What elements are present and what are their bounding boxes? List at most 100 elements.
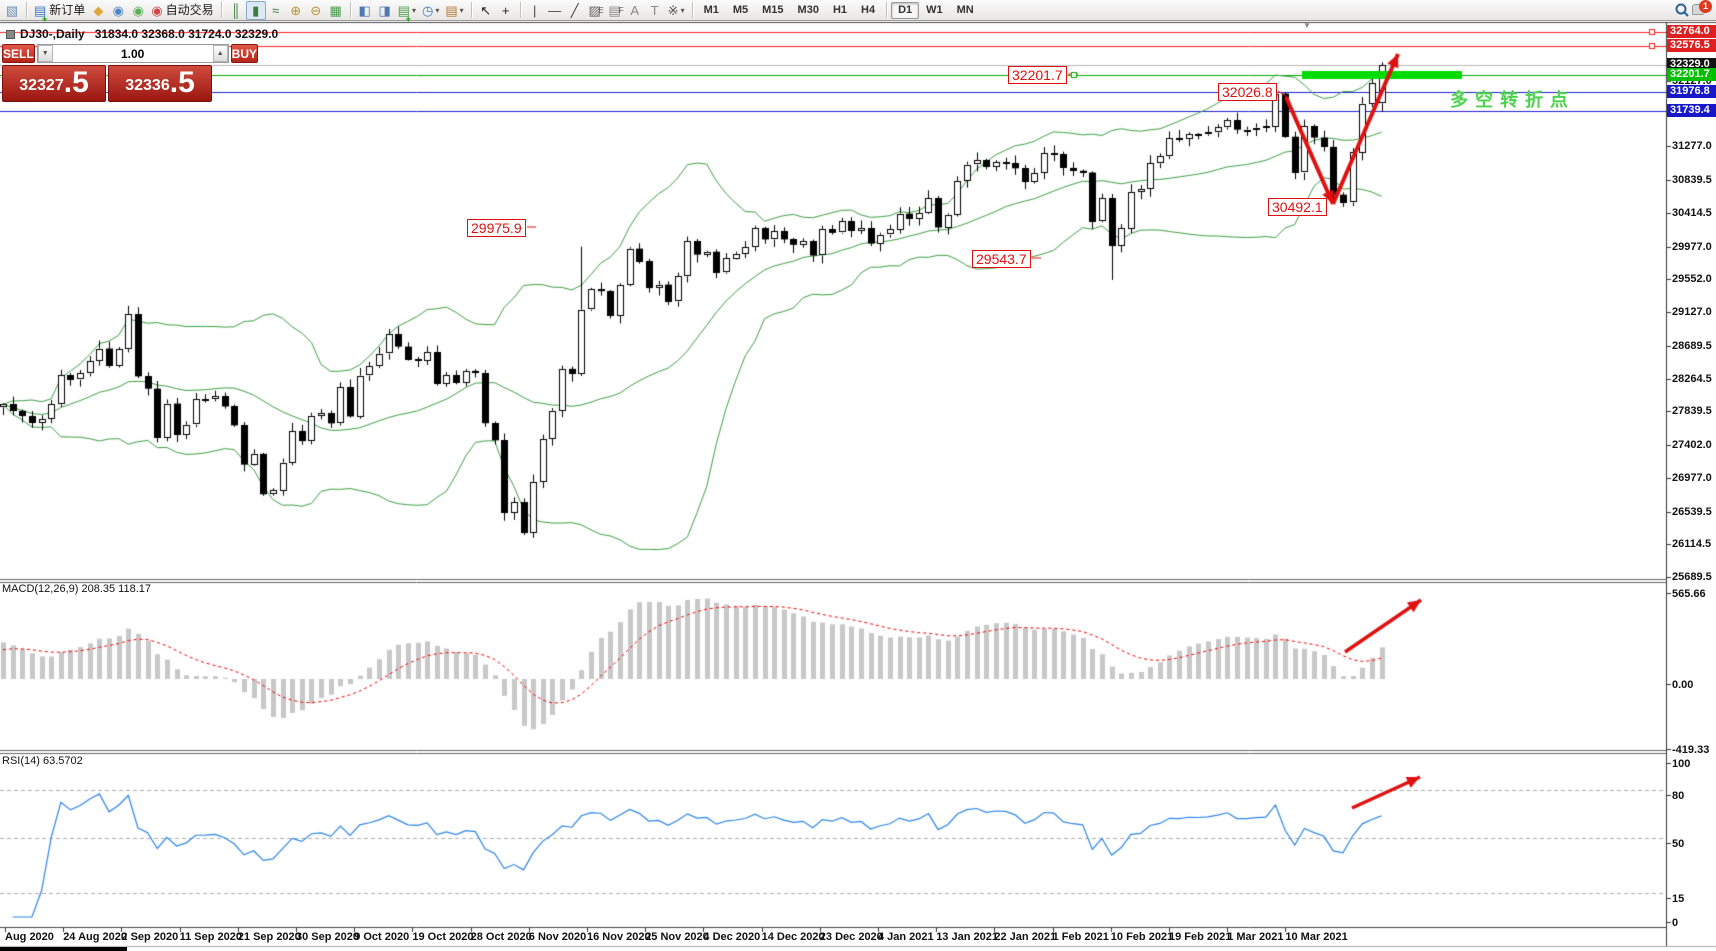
timeframe-mn-button[interactable]: MN bbox=[956, 4, 974, 16]
zoom-out-icon[interactable]: ⊖ bbox=[306, 1, 326, 20]
notifications-button[interactable]: 1 bbox=[1692, 0, 1712, 18]
autoscroll-icon[interactable]: ◧ bbox=[355, 1, 375, 20]
toolbar-right-cluster: 1 bbox=[1672, 0, 1712, 20]
date-axis-label: 10 Mar 2021 bbox=[1285, 931, 1348, 943]
date-axis-label: 22 Jan 2021 bbox=[994, 931, 1057, 943]
sell-button[interactable]: SELL bbox=[2, 44, 35, 63]
window-splitter-marker[interactable]: ▼ bbox=[1303, 21, 1311, 30]
price-annotation-label[interactable]: 32026.8 bbox=[1218, 83, 1277, 101]
chart-shift-icon[interactable]: ◨ bbox=[375, 1, 395, 20]
search-button[interactable] bbox=[1672, 1, 1692, 20]
crosshair-icon[interactable]: + bbox=[496, 1, 516, 20]
fibonacci-icon[interactable]: ▤ F bbox=[605, 1, 625, 20]
text-icon: A bbox=[630, 2, 639, 18]
market-watch-icon[interactable]: ◆ bbox=[88, 1, 108, 20]
equidistant-channel-icon[interactable]: ▨ E bbox=[585, 1, 605, 20]
price-axis-tick: 29977.0 bbox=[1672, 241, 1712, 253]
toolbar-separator bbox=[691, 2, 693, 18]
trade-buttons-row: SELL ▼ ▲ BUY bbox=[2, 44, 259, 63]
price-axis-tick: 26114.5 bbox=[1672, 538, 1712, 550]
new-order-button[interactable]: ▤ + 新订单 bbox=[31, 1, 88, 24]
price-axis-tick: 30839.5 bbox=[1672, 174, 1712, 186]
toolbar-separator bbox=[886, 2, 888, 18]
toolbar-separator bbox=[349, 2, 351, 18]
equidistant-channel-icon: ▨ bbox=[588, 2, 601, 18]
date-axis-label: 4 Jan 2021 bbox=[878, 931, 934, 943]
volume-control: ▼ ▲ bbox=[36, 44, 229, 63]
buy-price-box[interactable]: 32336 .5 bbox=[108, 65, 212, 102]
market-watch-icon: ◆ bbox=[93, 2, 104, 18]
sub-letter: E bbox=[598, 5, 604, 15]
text-label-icon: T bbox=[650, 2, 659, 18]
text-icon[interactable]: A bbox=[625, 1, 645, 20]
chart-title: DJ30-,Daily 31834.0 32368.0 31724.0 3232… bbox=[6, 27, 278, 41]
date-axis-label: 6 Nov 2020 bbox=[528, 931, 587, 943]
vertical-line-icon[interactable]: | bbox=[525, 1, 545, 20]
timeframe-h1-button[interactable]: H1 bbox=[832, 4, 848, 16]
rsi-axis-tick: 15 bbox=[1672, 893, 1685, 905]
rsi-axis-tick: 100 bbox=[1672, 758, 1691, 770]
chart-preview-icon[interactable]: ▧ bbox=[2, 1, 22, 20]
volume-increase-button[interactable]: ▲ bbox=[212, 45, 228, 62]
timeframe-m1-button[interactable]: M1 bbox=[703, 4, 719, 16]
bar-chart-icon: ║ bbox=[231, 2, 241, 18]
vertical-line-icon: | bbox=[532, 2, 537, 18]
date-axis-label: 11 Sep 2020 bbox=[179, 931, 242, 943]
timeframe-d1-button[interactable]: D1 bbox=[891, 1, 920, 19]
autoscroll-icon: ◧ bbox=[358, 2, 371, 18]
buy-button[interactable]: BUY bbox=[230, 44, 259, 63]
date-axis-label: 14 Dec 2020 bbox=[761, 931, 825, 943]
templates-dropdown[interactable]: ▤ ▾ bbox=[442, 1, 466, 20]
timeframe-m15-button[interactable]: M15 bbox=[762, 4, 784, 16]
cursor-icon: ↖ bbox=[480, 2, 492, 18]
toolbar-separator bbox=[26, 2, 27, 18]
text-label-icon[interactable]: T bbox=[645, 1, 665, 20]
autotrading-button[interactable]: ◉ 自动交易 bbox=[148, 1, 216, 20]
timeframe-m5-button[interactable]: M5 bbox=[732, 4, 749, 16]
sell-price-box[interactable]: 32327 .5 bbox=[2, 65, 106, 102]
bar-chart-icon[interactable]: ║ bbox=[226, 1, 246, 20]
price-axis-tick: 30414.5 bbox=[1672, 207, 1712, 219]
dropdown-arrow-icon: ▾ bbox=[459, 5, 464, 15]
cursor-icon[interactable]: ↖ bbox=[476, 1, 496, 20]
candlestick-chart-icon[interactable]: ▮ bbox=[245, 0, 266, 20]
periods-dropdown[interactable]: ◷ ▾ bbox=[419, 1, 442, 20]
price-annotation-label[interactable]: 29543.7 bbox=[972, 250, 1031, 268]
price-annotation-label[interactable]: 29975.9 bbox=[467, 219, 526, 237]
line-chart-icon: ≈ bbox=[272, 2, 280, 18]
price-annotation-label[interactable]: 32201.7 bbox=[1008, 66, 1067, 84]
signals-icon[interactable]: ◉ bbox=[128, 1, 148, 20]
date-axis-label: 30 Sep 2020 bbox=[296, 931, 359, 943]
volume-decrease-button[interactable]: ▼ bbox=[37, 45, 53, 62]
timeframe-m30-button[interactable]: M30 bbox=[797, 4, 819, 16]
volume-input[interactable] bbox=[52, 45, 213, 62]
price-annotation-label[interactable]: 30492.1 bbox=[1268, 198, 1327, 216]
timeframe-h4-button[interactable]: H4 bbox=[861, 4, 876, 16]
price-level-tag: 32764.0 bbox=[1667, 25, 1716, 38]
zoom-out-icon: ⊖ bbox=[310, 2, 322, 18]
date-axis-label: 16 Nov 2020 bbox=[587, 931, 651, 943]
autotrading-button: ◉ bbox=[151, 2, 163, 18]
tile-windows-icon[interactable]: ▦ bbox=[326, 1, 346, 20]
price-axis-tick: 27402.0 bbox=[1672, 439, 1712, 451]
horizontal-line-icon[interactable]: — bbox=[545, 1, 565, 20]
price-axis-tick: 28264.5 bbox=[1672, 373, 1712, 385]
chart-ohlc-values: 31834.0 32368.0 31724.0 32329.0 bbox=[94, 27, 279, 41]
crosshair-icon: + bbox=[501, 2, 510, 18]
timeframe-w1-button[interactable]: W1 bbox=[926, 4, 943, 16]
rsi-axis-tick: 50 bbox=[1672, 838, 1685, 850]
date-axis-label: 24 Aug 2020 bbox=[63, 931, 127, 943]
chart-preview-icon: ▧ bbox=[5, 2, 19, 18]
line-chart-icon[interactable]: ≈ bbox=[266, 1, 286, 20]
trendline-icon[interactable]: ╱ bbox=[565, 1, 585, 20]
price-axis-tick: 31277.0 bbox=[1672, 140, 1712, 152]
date-axis-label: 28 Oct 2020 bbox=[470, 931, 532, 943]
sell-price-pips: .5 bbox=[63, 66, 89, 99]
trade-prices-row: 32327 .5 32336 .5 bbox=[2, 65, 215, 102]
new-chart-dropdown[interactable]: ▤ + ▾ bbox=[395, 1, 419, 24]
arrows-tool-dropdown[interactable]: ※ ▾ bbox=[665, 1, 688, 20]
zoom-in-icon[interactable]: ⊕ bbox=[286, 1, 306, 20]
community-icon[interactable]: ◉ bbox=[108, 1, 128, 20]
turning-point-annotation[interactable]: 多空转折点 bbox=[1450, 90, 1575, 110]
